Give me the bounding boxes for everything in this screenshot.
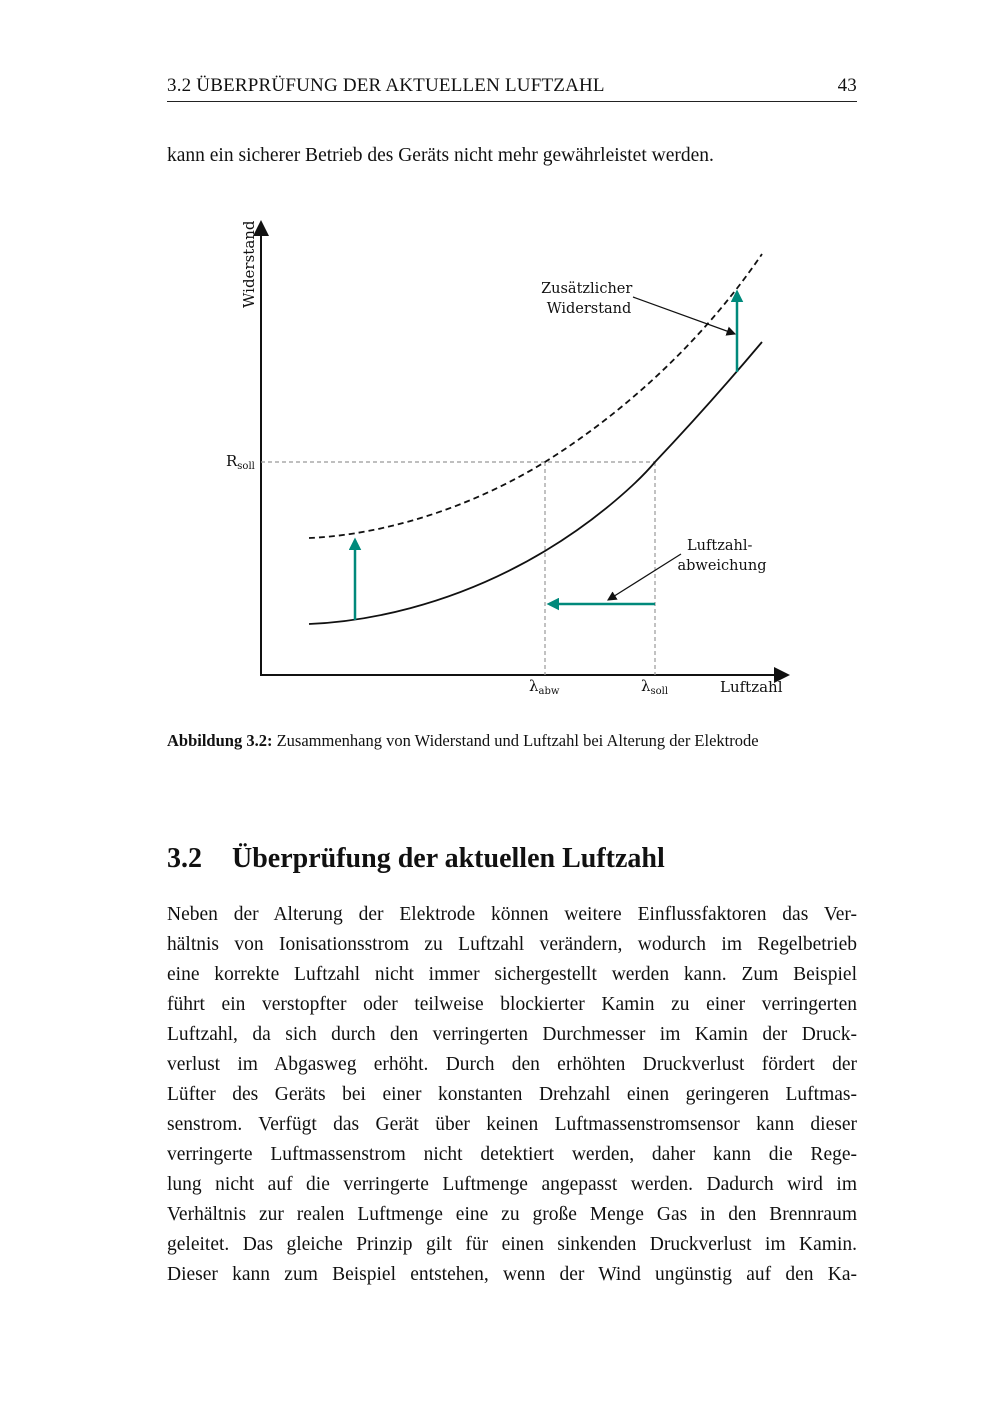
paragraph-line: hältnis von Ionisationsstrom zu Luftzahl… xyxy=(167,934,857,955)
paragraph-line: senstrom. Verfügt das Gerät über keinen … xyxy=(167,1114,857,1135)
caption-text: Zusammenhang von Widerstand und Luftzahl… xyxy=(272,731,759,750)
x-axis-label: Luftzahl xyxy=(720,678,783,696)
lambda-soll-label: λsoll xyxy=(641,677,668,697)
paragraph-line: geleitet. Das gleiche Prinzip gilt für e… xyxy=(167,1234,857,1255)
y-axis-label: Widerstand xyxy=(240,220,258,308)
figure-diagram: Widerstand Luftzahl Rsoll λabw λsoll Zus… xyxy=(226,220,790,697)
lambda-abw-label: λabw xyxy=(529,677,560,697)
original-curve xyxy=(308,341,763,625)
annotation-pointer-2 xyxy=(606,553,682,601)
paragraph-line: eine korrekte Luftzahl nicht immer siche… xyxy=(167,964,857,985)
section-heading: 3.2 Überprüfung der aktuellen Luftzahl xyxy=(167,843,665,875)
aged-curve-dashed xyxy=(308,253,763,539)
intro-line: kann ein sicherer Betrieb des Geräts nic… xyxy=(167,145,714,166)
header-rule xyxy=(167,101,857,102)
paragraph-line: verringerte Luftmassenstrom nicht detekt… xyxy=(167,1144,857,1165)
reference-lines xyxy=(261,461,656,675)
figure-caption: Abbildung 3.2: Zusammenhang von Widersta… xyxy=(167,731,759,751)
caption-label: Abbildung 3.2: xyxy=(167,731,273,750)
section-number: 3.2 xyxy=(167,843,202,874)
paragraph-line: Lüfter des Geräts bei einer konstanten D… xyxy=(167,1084,857,1105)
paragraph-line: Verhältnis zur realen Luftmenge eine zu … xyxy=(167,1204,857,1225)
paragraph-line: Dieser kann zum Beispiel entstehen, wenn… xyxy=(167,1264,857,1285)
paragraph-line: lung nicht auf die verringerte Luftmenge… xyxy=(167,1174,857,1195)
running-header-title: 3.2 ÜBERPRÜFUNG DER AKTUELLEN LUFTZAHL xyxy=(167,75,605,96)
page-number: 43 xyxy=(837,75,857,96)
paragraph-line: Neben der Alterung der Elektrode können … xyxy=(167,904,857,925)
annotation-air-ratio-deviation: Luftzahl- abweichung xyxy=(678,538,767,574)
section-title: Überprüfung der aktuellen Luftzahl xyxy=(232,843,665,874)
paragraph-line: verlust im Abgasweg erhöht. Durch den er… xyxy=(167,1054,857,1075)
annotation-pointer-1 xyxy=(632,296,737,336)
paragraph-line: führt ein verstopfter oder teilweise blo… xyxy=(167,994,857,1015)
annotation-additional-resistance: Zusätzlicher Widerstand xyxy=(541,281,637,317)
paragraph-line: Luftzahl, da sich durch den verringerten… xyxy=(167,1024,857,1045)
r-soll-label: Rsoll xyxy=(226,452,255,472)
